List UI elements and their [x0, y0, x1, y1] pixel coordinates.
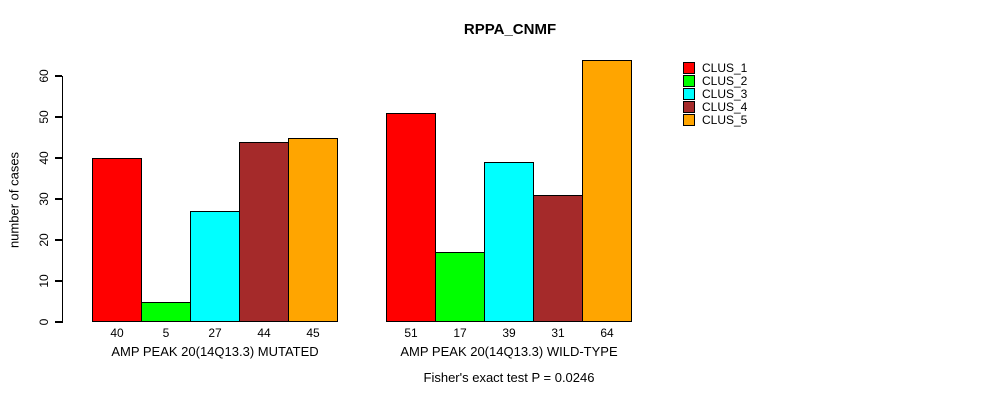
- group-label-mutated: AMP PEAK 20(14Q13.3) MUTATED: [111, 344, 319, 359]
- bar-value-label: 17: [453, 326, 467, 340]
- bar-value-label: 64: [600, 326, 614, 340]
- legend-label-clus_3: CLUS_3: [702, 87, 748, 101]
- bar-clus_1-group2: [386, 112, 436, 322]
- y-tick-label: 60: [37, 69, 51, 83]
- bar-clus_3-group2: [484, 162, 534, 322]
- y-tick-label: 20: [37, 233, 51, 247]
- y-tick-label: 50: [37, 110, 51, 124]
- bar-value-label: 5: [162, 326, 170, 340]
- bar-clus_2-group2: [435, 252, 485, 322]
- y-tick-mark: [54, 280, 62, 282]
- legend-swatch-clus_3: [683, 88, 695, 100]
- legend-swatch-clus_1: [683, 62, 695, 74]
- y-tick-mark: [54, 116, 62, 118]
- bar-value-label: 44: [257, 326, 271, 340]
- legend-label-clus_1: CLUS_1: [702, 61, 748, 75]
- bar-clus_2-group1: [141, 301, 191, 322]
- bar-clus_3-group1: [190, 211, 240, 322]
- legend-label-clus_2: CLUS_2: [702, 74, 748, 88]
- y-tick-mark: [54, 75, 62, 77]
- y-tick-mark: [54, 157, 62, 159]
- chart-title: RPPA_CNMF: [463, 21, 557, 38]
- y-tick-label: 40: [37, 151, 51, 165]
- legend-swatch-clus_5: [683, 114, 695, 126]
- annotation-fishers-test: Fisher's exact test P = 0.0246: [423, 370, 595, 385]
- y-tick-mark: [54, 198, 62, 200]
- bar-value-label: 27: [208, 326, 222, 340]
- bar-value-label: 40: [110, 326, 124, 340]
- bar-clus_5-group2: [582, 59, 632, 322]
- y-tick-label: 10: [37, 274, 51, 288]
- bar-value-label: 51: [404, 326, 418, 340]
- bar-value-label: 31: [551, 326, 565, 340]
- legend-label-clus_4: CLUS_4: [702, 100, 748, 114]
- legend-swatch-clus_2: [683, 75, 695, 87]
- y-axis-line: [61, 76, 63, 323]
- bar-clus_1-group1: [92, 158, 142, 322]
- y-tick-mark: [54, 239, 62, 241]
- y-tick-label: 0: [37, 318, 51, 326]
- legend-swatch-clus_4: [683, 101, 695, 113]
- y-tick-label: 30: [37, 192, 51, 206]
- bar-clus_5-group1: [288, 137, 338, 322]
- legend-label-clus_5: CLUS_5: [702, 113, 748, 127]
- bar-clus_4-group1: [239, 141, 289, 322]
- bar-value-label: 39: [502, 326, 516, 340]
- y-tick-mark: [54, 321, 62, 323]
- group-label-wild-type: AMP PEAK 20(14Q13.3) WILD-TYPE: [400, 344, 618, 359]
- bar-clus_4-group2: [533, 194, 583, 322]
- bar-value-label: 45: [306, 326, 320, 340]
